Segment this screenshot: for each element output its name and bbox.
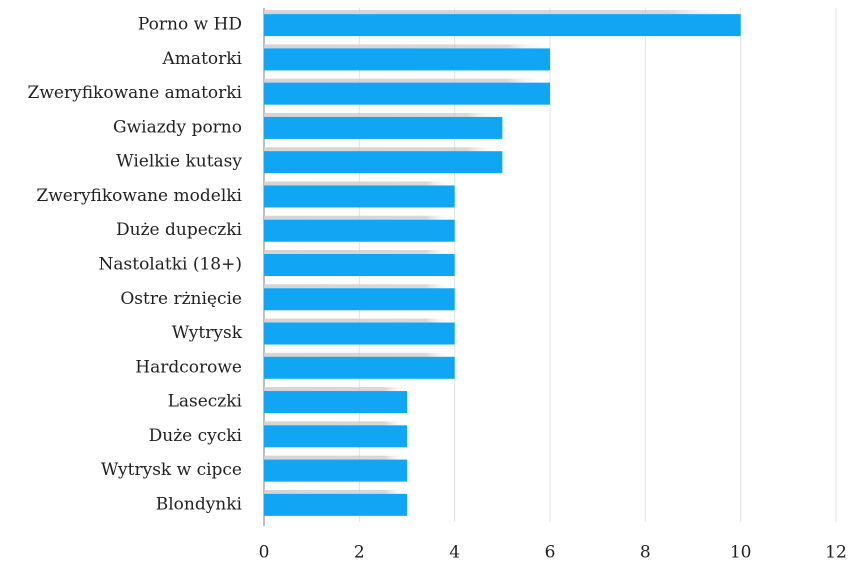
bar — [264, 322, 455, 345]
bar — [264, 116, 503, 139]
bar — [264, 459, 407, 482]
x-tick-label: 6 — [545, 543, 556, 563]
bar — [264, 288, 455, 311]
x-tick-label: 4 — [449, 543, 460, 563]
y-tick-label: Porno w HD — [138, 15, 242, 35]
x-tick-label: 10 — [730, 543, 752, 563]
bar — [264, 391, 407, 414]
y-tick-label: Hardcorowe — [135, 357, 242, 377]
y-tick-label: Ostre rżnięcie — [120, 289, 242, 309]
y-tick-label: Duże cycki — [149, 426, 243, 446]
bar — [264, 185, 455, 208]
y-tick-label: Zweryfikowane modelki — [36, 186, 242, 206]
y-tick-label: Duże dupeczki — [116, 220, 243, 240]
x-tick-label: 0 — [259, 543, 270, 563]
y-tick-label: Wielkie kutasy — [116, 152, 242, 172]
y-tick-label: Amatorki — [162, 49, 243, 69]
x-tick-label: 2 — [354, 543, 365, 563]
y-tick-label: Gwiazdy porno — [113, 117, 242, 137]
bar — [264, 82, 550, 105]
y-tick-label: Laseczki — [168, 392, 243, 412]
bar — [264, 254, 455, 276]
y-tick-label: Nastolatki (18+) — [99, 255, 243, 275]
x-tick-label: 8 — [640, 543, 651, 563]
bar — [264, 219, 455, 242]
y-tick-label: Wytrysk w cipce — [101, 460, 242, 480]
bar — [264, 14, 741, 37]
y-tick-label: Blondynki — [156, 494, 243, 514]
bar — [264, 48, 550, 71]
bar — [264, 493, 407, 516]
bar — [264, 356, 455, 379]
y-tick-label: Wytrysk — [172, 323, 243, 343]
x-tick-label: 12 — [825, 543, 847, 563]
y-tick-label: Zweryfikowane amatorki — [28, 83, 243, 103]
bar — [264, 151, 503, 174]
bar — [264, 425, 407, 448]
